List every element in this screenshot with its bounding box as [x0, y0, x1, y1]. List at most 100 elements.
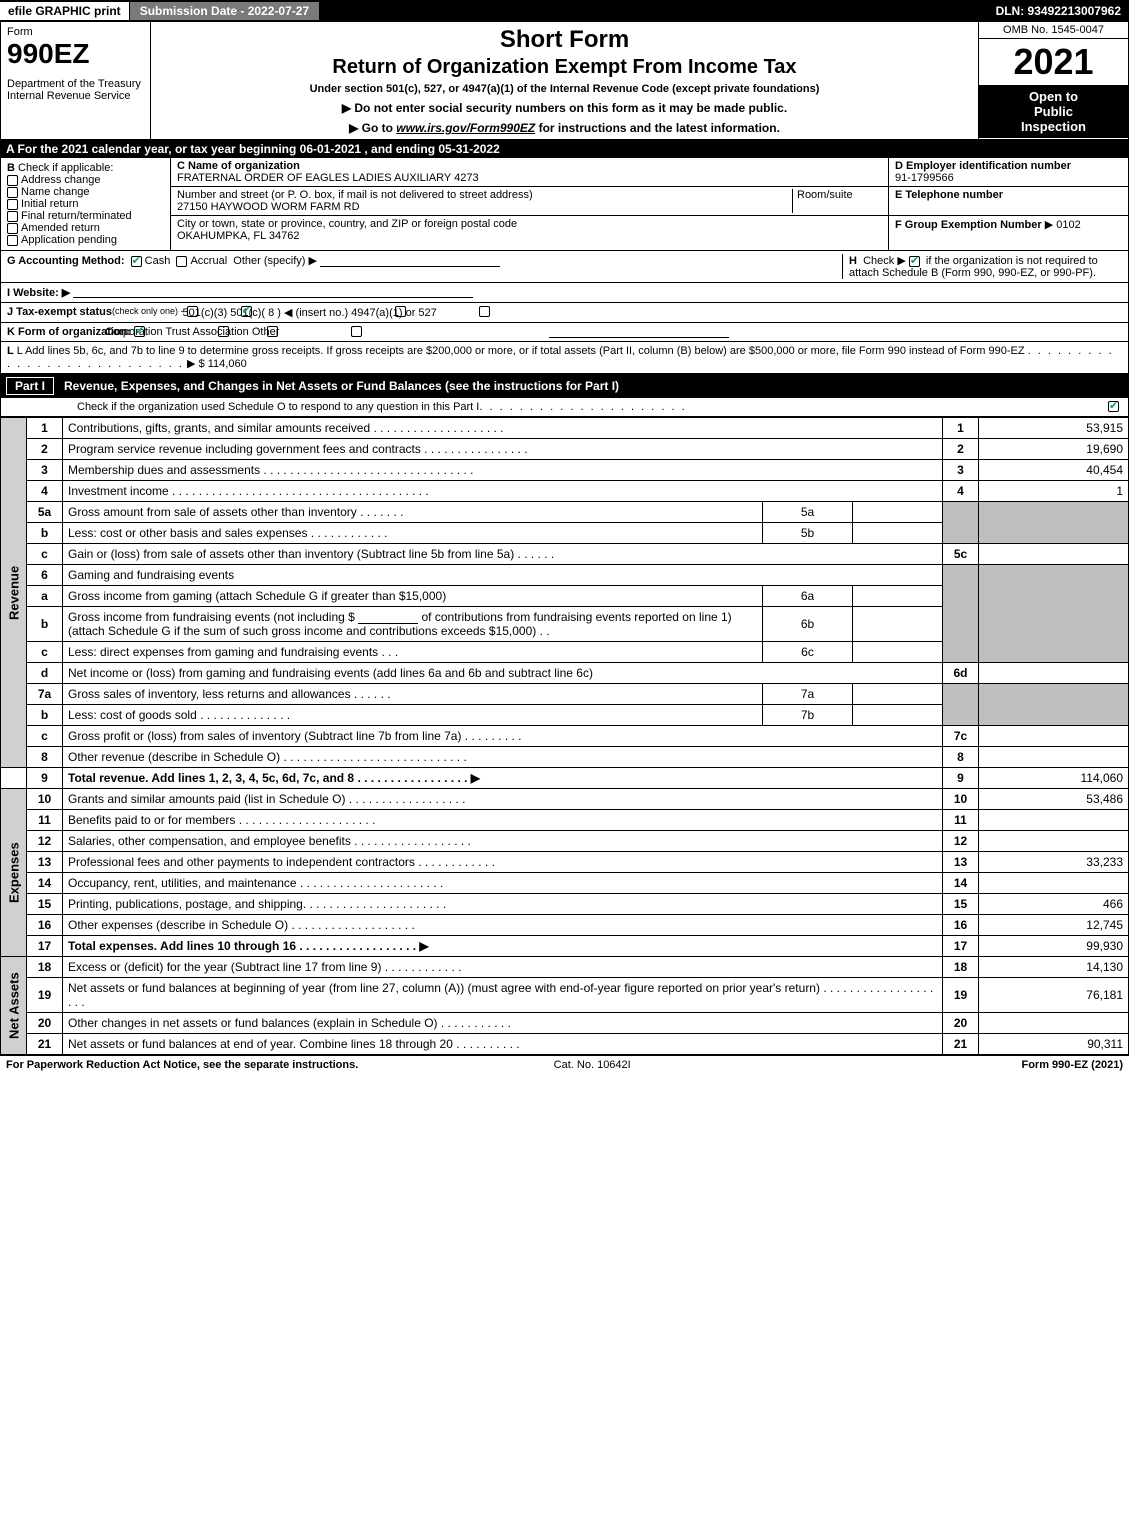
l14-desc: Occupancy, rent, utilities, and maintena…	[63, 873, 943, 894]
l16-desc: Other expenses (describe in Schedule O) …	[63, 915, 943, 936]
l5c-num: c	[27, 544, 63, 565]
l18-amt: 14,130	[979, 957, 1129, 978]
inspection-2: Public	[981, 104, 1126, 119]
footer-right-prefix: Form	[1021, 1059, 1052, 1071]
irs-link[interactable]: www.irs.gov/Form990EZ	[396, 121, 535, 135]
top-bar: efile GRAPHIC print Submission Date - 20…	[0, 0, 1129, 22]
l6-grey-amt	[979, 565, 1129, 663]
chk-4947[interactable]	[395, 306, 406, 317]
l14-code: 14	[943, 873, 979, 894]
l6d-desc: Net income or (loss) from gaming and fun…	[63, 663, 943, 684]
form-word: Form	[7, 26, 144, 38]
l6b-box: 6b	[763, 607, 853, 642]
l2-desc: Program service revenue including govern…	[63, 439, 943, 460]
other-org-field[interactable]	[549, 326, 729, 338]
title-small: Under section 501(c), 527, or 4947(a)(1)…	[161, 83, 968, 95]
street-value: 27150 HAYWOOD WORM FARM RD	[177, 201, 360, 213]
l3-amt: 40,454	[979, 460, 1129, 481]
chk-501c[interactable]	[241, 306, 252, 317]
l7a-desc: Gross sales of inventory, less returns a…	[63, 684, 763, 705]
l19-num: 19	[27, 978, 63, 1013]
l11-num: 11	[27, 810, 63, 831]
org-name: FRATERNAL ORDER OF EAGLES LADIES AUXILIA…	[177, 172, 479, 184]
chk-schedule-o[interactable]	[1108, 401, 1119, 412]
l6c-box: 6c	[763, 642, 853, 663]
website-field[interactable]	[73, 286, 473, 298]
i-label: I Website: ▶	[7, 286, 70, 299]
l10-desc: Grants and similar amounts paid (list in…	[63, 789, 943, 810]
l9-num: 9	[27, 768, 63, 789]
l19-desc: Net assets or fund balances at beginning…	[63, 978, 943, 1013]
l15-desc: Printing, publications, postage, and shi…	[63, 894, 943, 915]
l16-amt: 12,745	[979, 915, 1129, 936]
chk-527[interactable]	[479, 306, 490, 317]
form-id-block: Form 990EZ Department of the Treasury In…	[1, 22, 151, 139]
part-1-title: Revenue, Expenses, and Changes in Net As…	[64, 379, 619, 393]
l14-num: 14	[27, 873, 63, 894]
lbl-name-change: Name change	[21, 186, 90, 198]
chk-address-change[interactable]	[7, 175, 18, 186]
l6a-box: 6a	[763, 586, 853, 607]
chk-other-org[interactable]	[351, 326, 362, 337]
row-j: J Tax-exempt status (check only one) - 5…	[0, 303, 1129, 323]
chk-trust[interactable]	[218, 326, 229, 337]
instruction-2: ▶ Go to www.irs.gov/Form990EZ for instru…	[161, 121, 968, 135]
inspection-box: Open to Public Inspection	[979, 85, 1128, 138]
l7c-desc: Gross profit or (loss) from sales of inv…	[63, 726, 943, 747]
l6d-code: 6d	[943, 663, 979, 684]
l6c-desc: Less: direct expenses from gaming and fu…	[63, 642, 763, 663]
footer-left: For Paperwork Reduction Act Notice, see …	[6, 1059, 358, 1071]
l9-code: 9	[943, 768, 979, 789]
efile-label[interactable]: efile GRAPHIC print	[0, 2, 129, 20]
chk-name-change[interactable]	[7, 187, 18, 198]
info-grid: B Check if applicable: Address change Na…	[0, 158, 1129, 251]
chk-final-return[interactable]	[7, 211, 18, 222]
other-specify-field[interactable]	[320, 255, 500, 267]
chk-initial-return[interactable]	[7, 199, 18, 210]
chk-corporation[interactable]	[134, 326, 145, 337]
part-1-subtitle: Check if the organization used Schedule …	[77, 401, 479, 413]
l6c-num: c	[27, 642, 63, 663]
chk-application-pending[interactable]	[7, 235, 18, 246]
instr2-prefix: ▶ Go to	[349, 121, 396, 135]
part-1-table: Revenue 1 Contributions, gifts, grants, …	[0, 417, 1129, 1055]
col-b-title: B	[7, 162, 15, 174]
l10-code: 10	[943, 789, 979, 810]
l13-desc: Professional fees and other payments to …	[63, 852, 943, 873]
side-netassets: Net Assets	[1, 957, 27, 1055]
l21-amt: 90,311	[979, 1034, 1129, 1055]
l5c-amt	[979, 544, 1129, 565]
l4-desc: Investment income . . . . . . . . . . . …	[63, 481, 943, 502]
col-b-subtitle: Check if applicable:	[18, 162, 113, 174]
submission-date: Submission Date - 2022-07-27	[129, 1, 320, 21]
chk-schedule-b[interactable]	[909, 256, 920, 267]
l9-amt: 114,060	[979, 768, 1129, 789]
l7b-box: 7b	[763, 705, 853, 726]
l21-desc: Net assets or fund balances at end of ye…	[63, 1034, 943, 1055]
l8-num: 8	[27, 747, 63, 768]
inspection-3: Inspection	[981, 119, 1126, 134]
l20-amt	[979, 1013, 1129, 1034]
chk-cash[interactable]	[131, 256, 142, 267]
l1-code: 1	[943, 418, 979, 439]
part-1-sub-dots: . . . . . . . . . . . . . . . . . . . . …	[479, 401, 686, 413]
g-label: G Accounting Method:	[7, 255, 125, 267]
lbl-other: Other (specify) ▶	[233, 255, 317, 267]
l1-num: 1	[27, 418, 63, 439]
chk-amended[interactable]	[7, 223, 18, 234]
street-label: Number and street (or P. O. box, if mail…	[177, 189, 533, 201]
l9-desc: Total revenue. Add lines 1, 2, 3, 4, 5c,…	[63, 768, 943, 789]
l14-amt	[979, 873, 1129, 894]
l7b-num: b	[27, 705, 63, 726]
tax-year: 2021	[979, 39, 1128, 85]
l6-num: 6	[27, 565, 63, 586]
chk-501c3[interactable]	[187, 306, 198, 317]
l5c-code: 5c	[943, 544, 979, 565]
lbl-amended: Amended return	[21, 222, 100, 234]
l5b-val	[853, 523, 943, 544]
l6b-blank[interactable]	[358, 612, 418, 624]
part-1-subheader: Check if the organization used Schedule …	[0, 398, 1129, 417]
chk-association[interactable]	[267, 326, 278, 337]
chk-accrual[interactable]	[176, 256, 187, 267]
lbl-accrual: Accrual	[190, 255, 227, 267]
